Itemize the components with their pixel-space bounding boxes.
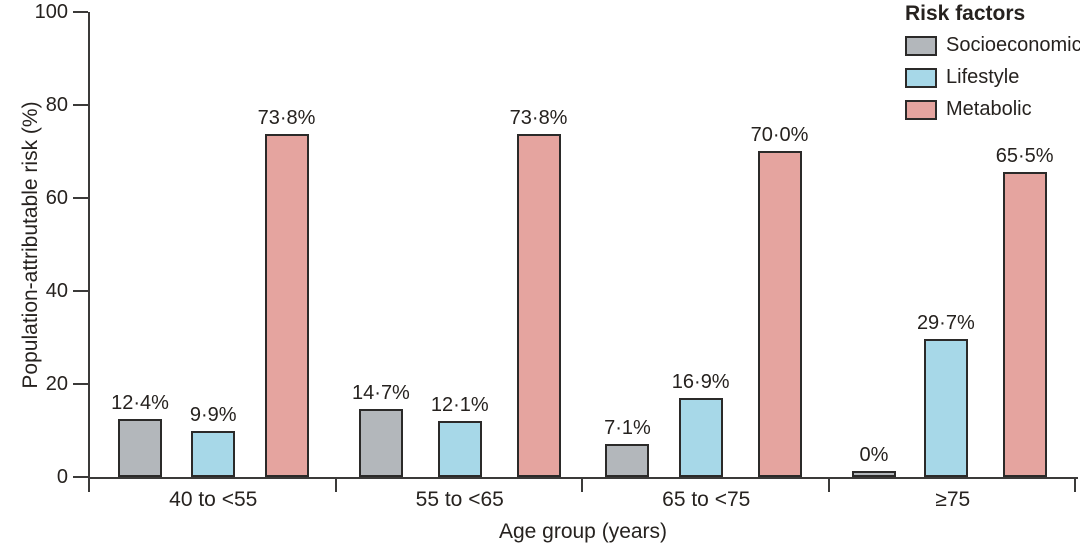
bar-value-label: 73·8% <box>509 107 568 129</box>
y-tick-label: 80 <box>45 94 68 116</box>
bar-lifestyle <box>437 421 482 477</box>
bar-metabolic <box>264 134 309 477</box>
bar-group: 14·7% 12·1% 73·8% <box>337 12 584 477</box>
bar-socioeconomic <box>117 419 162 477</box>
x-category-label: ≥75 <box>935 488 971 511</box>
bar-value-label: 9·9% <box>189 404 237 426</box>
x-tick <box>88 479 90 492</box>
bar-lifestyle <box>191 431 236 477</box>
legend-item-label: Lifestyle <box>946 66 1020 88</box>
bar-value-label: 73·8% <box>257 107 316 129</box>
bar-value-label: 12·1% <box>430 394 489 416</box>
y-tick <box>73 104 88 106</box>
bar-group: 12·4% 9·9% 73·8% <box>90 12 337 477</box>
bar-value-label: 0% <box>859 444 889 466</box>
y-tick-label: 0 <box>56 466 68 488</box>
x-tick <box>827 479 830 492</box>
x-axis-line <box>88 477 1078 479</box>
y-tick <box>73 11 88 13</box>
bar-wrap: 14·7% <box>352 12 410 477</box>
bar-value-label: 16·9% <box>671 371 730 393</box>
y-tick-label: 40 <box>45 280 68 302</box>
bar-socioeconomic <box>358 409 403 477</box>
bar-value-label: 65·5% <box>995 145 1054 167</box>
bar-metabolic <box>1002 172 1047 477</box>
y-tick-label: 20 <box>45 373 68 395</box>
y-tick-label: 60 <box>45 187 68 209</box>
legend-item-label: Socioeconomic <box>946 34 1080 56</box>
y-axis-title: Population-attributable risk (%) <box>19 101 42 389</box>
bar-lifestyle <box>678 398 723 477</box>
bar-wrap: 70·0% <box>750 12 809 477</box>
bar-value-label: 14·7% <box>352 382 410 404</box>
legend-item-socioeconomic: Socioeconomic <box>905 34 1080 57</box>
y-tick-label: 100 <box>34 1 68 23</box>
x-tick <box>334 479 337 492</box>
bar-wrap: 7·1% <box>604 12 651 477</box>
bar-value-label: 12·4% <box>111 392 169 414</box>
x-axis-title: Age group (years) <box>498 520 668 543</box>
legend-swatch-socioeconomic <box>905 35 937 56</box>
x-category-label: 65 to <75 <box>662 488 751 511</box>
x-tick <box>1074 479 1076 492</box>
bar-wrap: 16·9% <box>672 12 730 477</box>
legend-swatch-metabolic <box>905 99 937 120</box>
legend-swatch-lifestyle <box>905 67 937 88</box>
legend-item-lifestyle: Lifestyle <box>905 66 1080 89</box>
bar-group: 0% 29·7% 65·5% <box>830 12 1077 477</box>
bar-wrap: 0% <box>851 12 896 477</box>
y-tick <box>73 476 88 478</box>
plot-area: 12·4% 9·9% 73·8% 14·7% 12·1% 73·8% 7·1% 16·9% 70… <box>90 12 1076 477</box>
y-tick <box>73 290 88 292</box>
bar-lifestyle <box>923 339 968 477</box>
bar-wrap: 12·4% <box>111 12 169 477</box>
legend: Risk factors Socioeconomic Lifestyle Metab… <box>905 2 1080 130</box>
bar-group: 7·1% 16·9% 70·0% <box>583 12 830 477</box>
bar-metabolic <box>516 134 561 477</box>
bar-wrap: 29·7% <box>917 12 975 477</box>
bar-socioeconomic <box>605 444 650 477</box>
y-axis-line <box>88 12 90 479</box>
bar-wrap: 12·1% <box>431 12 489 477</box>
y-tick <box>73 197 88 199</box>
x-tick <box>581 479 583 492</box>
bar-socioeconomic <box>851 471 896 477</box>
x-category-label: 40 to <55 <box>169 488 258 511</box>
legend-title: Risk factors <box>905 2 1026 25</box>
bar-wrap: 9·9% <box>190 12 237 477</box>
bar-wrap: 65·5% <box>996 12 1054 477</box>
legend-item-label: Metabolic <box>946 98 1032 120</box>
x-axis-category-labels: 40 to <55 55 to <65 65 to <75 ≥75 <box>90 488 1076 512</box>
bar-wrap: 73·8% <box>509 12 568 477</box>
bar-value-label: 29·7% <box>916 312 975 334</box>
bar-metabolic <box>757 151 802 477</box>
x-category-label: 55 to <65 <box>415 488 504 511</box>
bar-value-label: 70·0% <box>750 124 809 146</box>
y-tick <box>73 383 88 385</box>
bar-wrap: 73·8% <box>257 12 316 477</box>
legend-items: Socioeconomic Lifestyle Metabolic <box>905 34 1080 121</box>
legend-item-metabolic: Metabolic <box>905 98 1080 121</box>
bar-value-label: 7·1% <box>604 417 651 439</box>
